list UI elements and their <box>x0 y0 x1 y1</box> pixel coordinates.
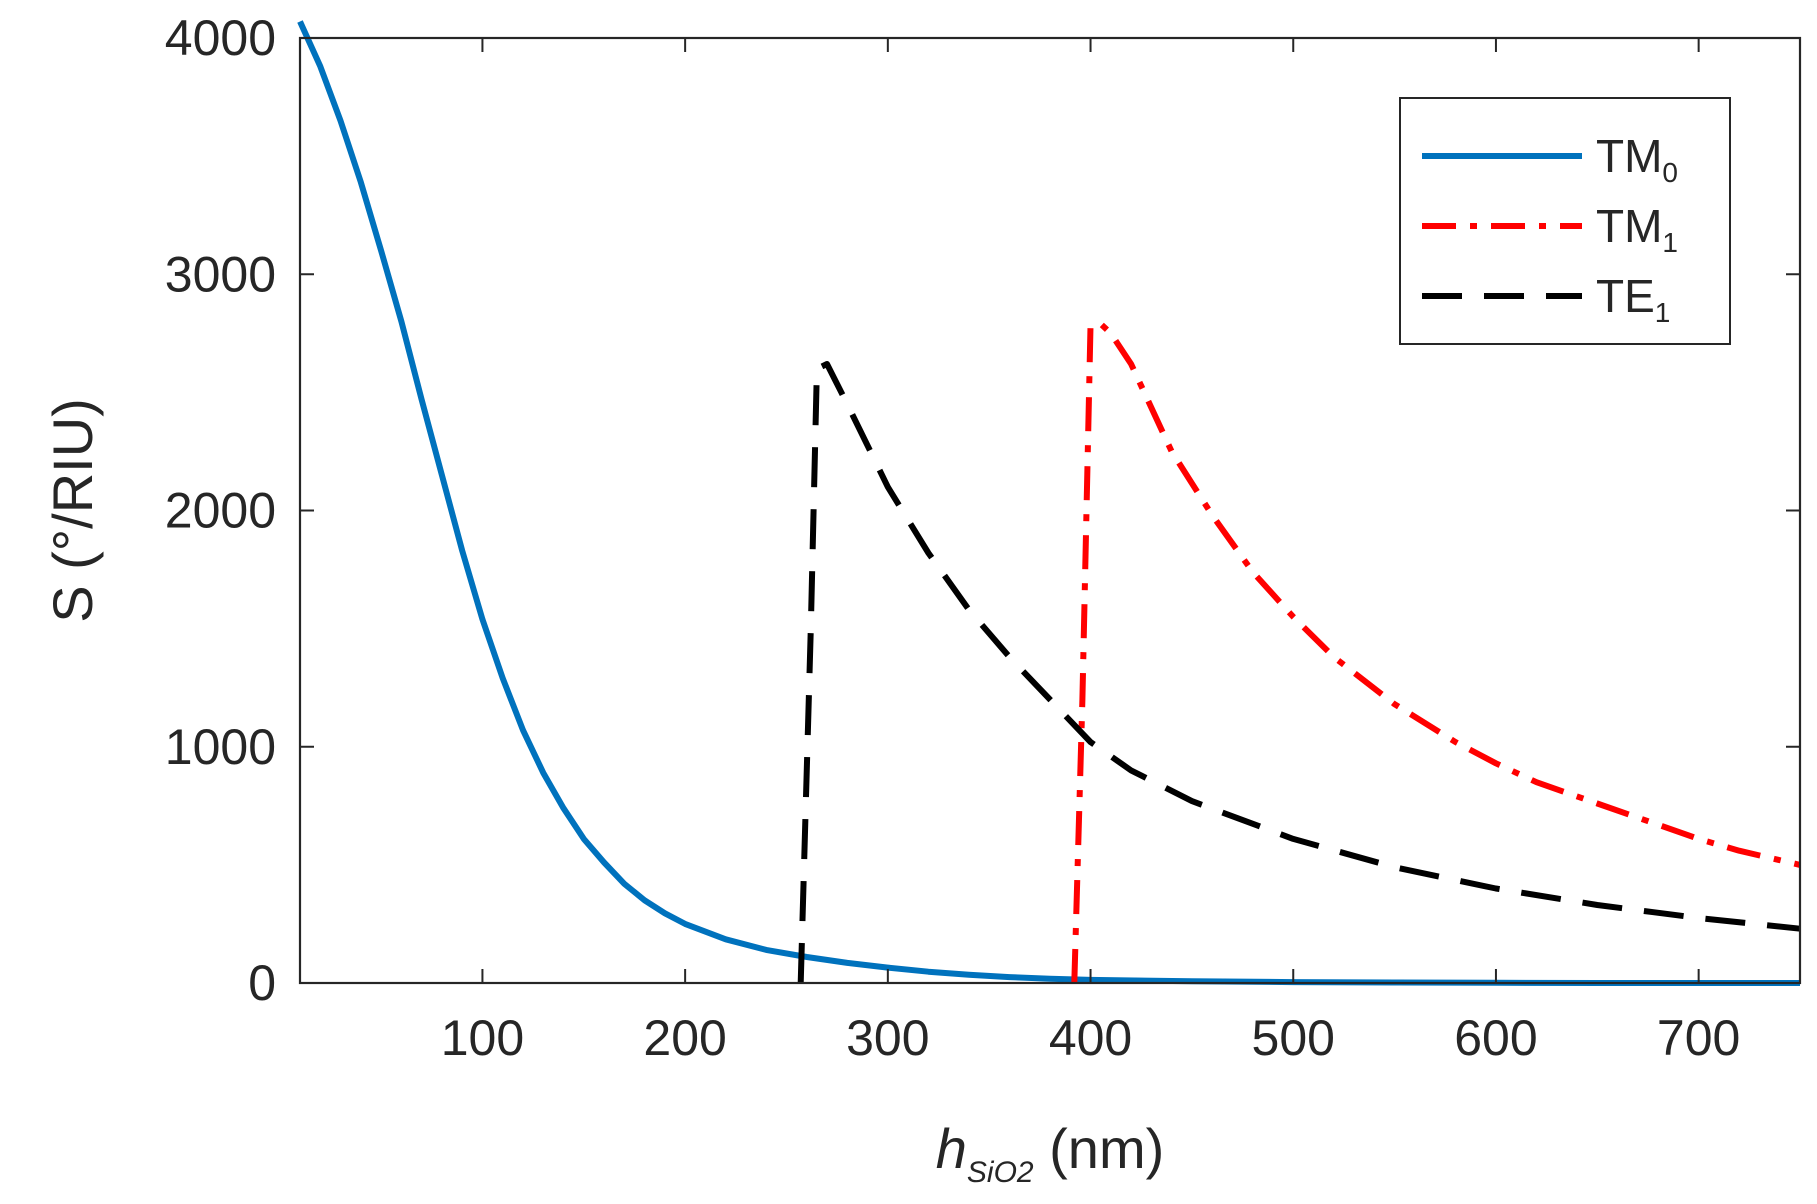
series-line-tm0 <box>297 20 1800 986</box>
legend-box <box>1399 97 1731 345</box>
x-tick-label: 300 <box>846 1010 929 1066</box>
series-line-tm1 <box>1071 320 1801 984</box>
legend-label-te1: TE1 <box>1596 270 1670 328</box>
tick-layer: 100 200 300 400 500 600 700 0 1000 2000 3000 4000 <box>165 10 1800 1066</box>
x-axis-title-space <box>1034 1117 1050 1180</box>
legend-label-tm1: TM1 <box>1596 200 1678 258</box>
y-tick-label: 1000 <box>165 719 276 775</box>
x-tick-label: 600 <box>1454 1010 1537 1066</box>
y-tick-label: 0 <box>248 955 276 1011</box>
series-line-te1 <box>797 361 1801 984</box>
legend-label-tm0: TM0 <box>1596 130 1678 188</box>
x-axis-title-main: h <box>936 1117 967 1180</box>
y-tick-label: 3000 <box>165 246 276 302</box>
series-layer <box>297 20 1801 986</box>
y-tick-label: 4000 <box>165 10 276 66</box>
x-tick-label: 500 <box>1252 1010 1335 1066</box>
x-tick-label: 400 <box>1049 1010 1132 1066</box>
x-tick-label: 100 <box>441 1010 524 1066</box>
legend-label-subscript: 1 <box>1655 297 1671 328</box>
legend-label-main: TM <box>1596 200 1662 252</box>
legend-label-main: TM <box>1596 130 1662 182</box>
y-tick-label: 2000 <box>165 483 276 539</box>
x-tick-label: 700 <box>1657 1010 1740 1066</box>
x-axis-title: hSiO2 (nm) <box>936 1117 1165 1189</box>
x-tick-label: 200 <box>643 1010 726 1066</box>
x-axis-title-subscript: SiO2 <box>967 1156 1034 1189</box>
legend-label-subscript: 1 <box>1662 227 1678 258</box>
legend-label-main: TE <box>1596 270 1655 322</box>
plot-frame <box>298 36 1802 985</box>
legend-label-subscript: 0 <box>1662 157 1678 188</box>
x-axis-title-unit: (nm) <box>1049 1117 1164 1180</box>
y-axis-title: S (°/RIU) <box>41 398 104 623</box>
